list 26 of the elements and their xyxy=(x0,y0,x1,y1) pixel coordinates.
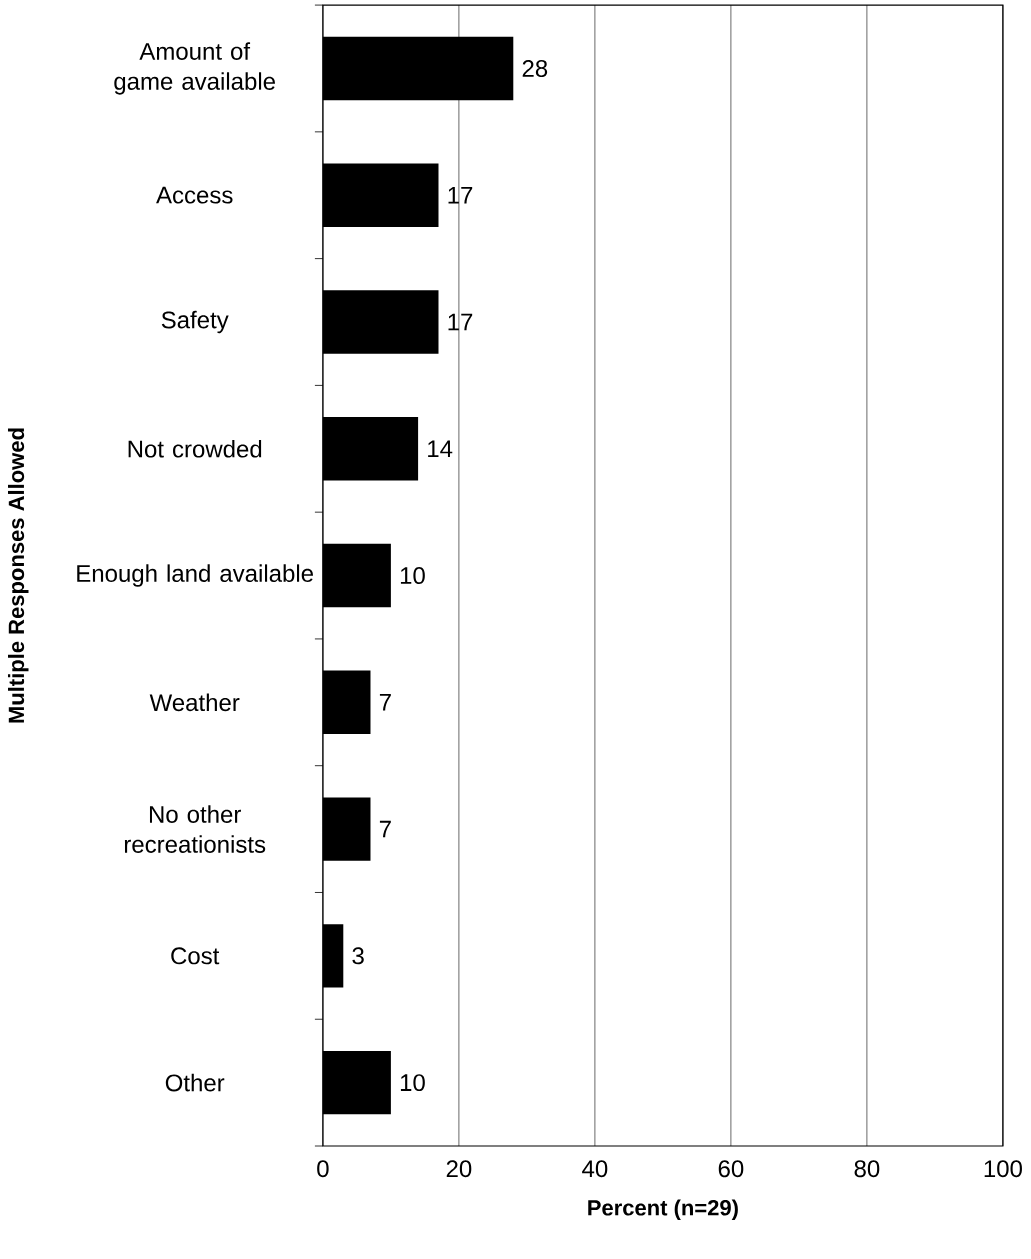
data-label: 10 xyxy=(400,567,425,585)
x-tick-label: 20 xyxy=(446,1160,472,1178)
data-label: 17 xyxy=(448,186,473,204)
y-tick-label: Safety xyxy=(161,310,229,334)
y-tick-label: Not crowded xyxy=(128,439,262,458)
y-tick-label: Amount of game available xyxy=(114,42,276,95)
x-tick-label: 40 xyxy=(582,1160,608,1178)
y-tick-label: Enough land available xyxy=(77,564,314,587)
data-label: 28 xyxy=(522,59,548,77)
x-axis-title: Percent (n=29) xyxy=(588,1199,738,1220)
data-label: 7 xyxy=(379,694,391,711)
data-label: 3 xyxy=(352,947,364,965)
x-tick-label: 80 xyxy=(854,1160,880,1178)
data-label: 17 xyxy=(448,313,473,331)
x-tick-label: 60 xyxy=(718,1160,744,1178)
data-label: 7 xyxy=(379,820,391,838)
y-tick-label: Other xyxy=(165,1073,225,1092)
y-tick-label: Access xyxy=(156,186,233,204)
x-tick-label: 0 xyxy=(317,1160,329,1178)
data-label: 14 xyxy=(428,440,453,458)
data-label: 10 xyxy=(400,1074,425,1092)
y-tick-label: Cost xyxy=(171,947,220,965)
y-tick-label: No other recreationists xyxy=(124,805,266,853)
x-tick-label: 100 xyxy=(984,1160,1023,1178)
y-axis-title: Multiple Responses Allowed xyxy=(8,428,29,723)
y-tick-label: Weather xyxy=(149,693,240,712)
